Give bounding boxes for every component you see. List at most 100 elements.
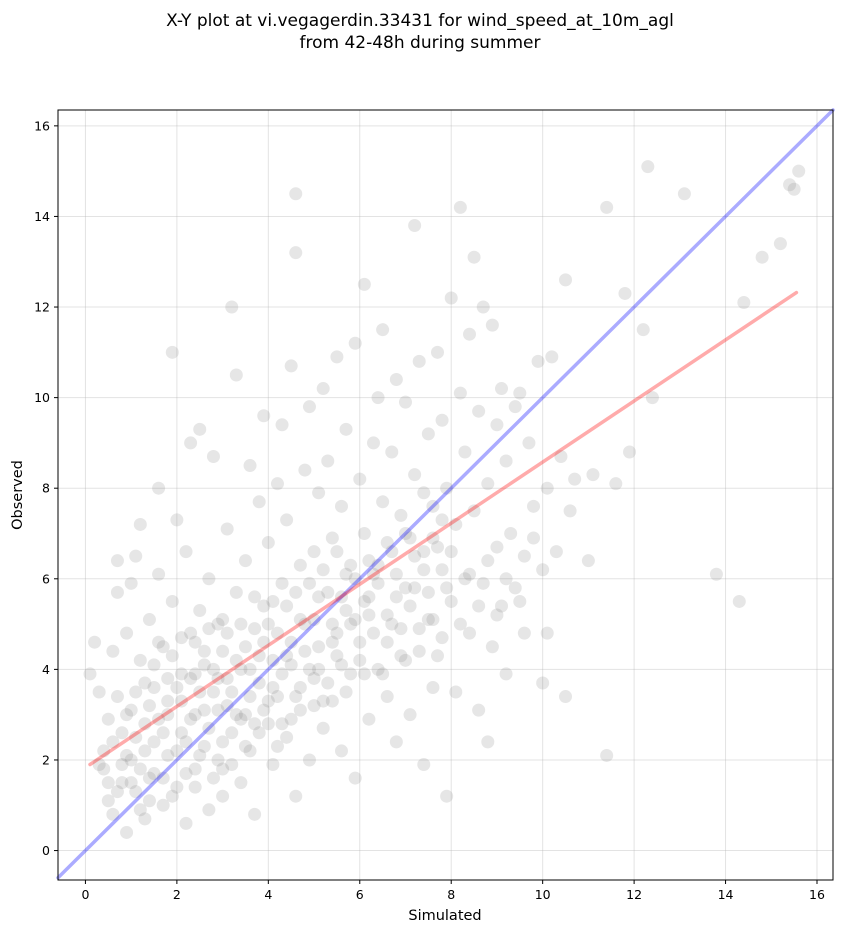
data-point: [266, 681, 280, 694]
data-point: [321, 676, 335, 690]
data-point: [156, 726, 170, 740]
y-tick-label: 10: [34, 390, 50, 405]
data-point: [124, 753, 138, 767]
data-point: [161, 708, 175, 722]
data-point: [165, 789, 179, 803]
data-point: [188, 780, 202, 794]
data-point: [481, 554, 495, 568]
data-point: [234, 776, 248, 790]
data-point: [435, 413, 449, 427]
data-point: [408, 549, 422, 563]
data-point: [234, 617, 248, 631]
data-point: [270, 477, 284, 491]
data-point: [261, 694, 275, 708]
data-point: [298, 644, 312, 658]
data-point: [106, 807, 120, 821]
data-point: [298, 463, 312, 477]
data-point: [252, 495, 266, 509]
data-point: [142, 613, 156, 627]
data-point: [152, 712, 166, 726]
y-tick-label: 6: [42, 571, 50, 586]
y-tick-label: 4: [42, 662, 50, 677]
data-point: [339, 685, 353, 699]
data-point: [440, 481, 454, 495]
regression-line: [88, 290, 799, 767]
data-point: [129, 685, 143, 699]
data-point: [357, 667, 371, 681]
data-point: [83, 667, 97, 681]
data-point: [421, 585, 435, 599]
data-point: [517, 626, 531, 640]
data-point: [504, 527, 518, 540]
y-tick-label: 14: [34, 209, 50, 224]
data-point: [444, 545, 458, 559]
data-point: [481, 477, 495, 491]
grid-lines: [58, 110, 833, 880]
data-point: [220, 522, 234, 536]
data-point: [289, 585, 303, 599]
data-point: [307, 671, 321, 685]
y-tick-label: 16: [34, 118, 50, 133]
data-point: [371, 662, 385, 676]
y-axis-label: Observed: [10, 460, 26, 530]
data-point: [129, 785, 143, 799]
data-point: [280, 513, 294, 527]
x-tick-label: 10: [535, 887, 551, 902]
data-point: [312, 590, 326, 604]
data-point: [531, 354, 545, 368]
data-point: [463, 327, 477, 341]
data-point: [330, 649, 344, 663]
data-point: [184, 671, 198, 685]
data-point: [732, 594, 746, 608]
data-point: [444, 594, 458, 608]
data-point: [398, 653, 412, 667]
data-point: [248, 807, 262, 821]
data-point: [490, 540, 504, 554]
data-point: [458, 572, 472, 586]
data-point: [449, 517, 463, 531]
data-point: [792, 164, 806, 178]
data-point: [449, 685, 463, 699]
data-point: [787, 182, 801, 196]
data-point: [202, 572, 216, 586]
data-point: [120, 825, 134, 839]
data-point: [211, 617, 225, 631]
data-point: [495, 599, 509, 613]
data-point: [366, 626, 380, 640]
data-point: [238, 640, 252, 654]
data-point: [339, 567, 353, 581]
data-point: [257, 599, 271, 613]
data-point: [193, 748, 207, 762]
data-point: [302, 662, 316, 676]
x-tick-label: 4: [264, 887, 272, 902]
data-point: [225, 685, 239, 699]
data-point: [334, 658, 348, 672]
data-point: [312, 640, 326, 654]
data-point: [234, 662, 248, 676]
data-point: [385, 545, 399, 559]
data-point: [508, 400, 522, 414]
data-point: [275, 667, 289, 681]
data-point: [238, 739, 252, 753]
data-point: [293, 681, 307, 694]
data-point: [357, 277, 371, 291]
data-point: [124, 703, 138, 717]
data-point: [174, 631, 188, 645]
data-point: [453, 200, 467, 214]
data-point: [275, 576, 289, 590]
data-point: [202, 803, 216, 817]
data-point: [357, 594, 371, 608]
data-point: [97, 744, 111, 758]
data-point: [170, 744, 184, 758]
data-point: [348, 771, 362, 785]
data-point: [284, 658, 298, 672]
data-point: [243, 459, 257, 473]
data-point: [330, 626, 344, 640]
data-point: [188, 762, 202, 776]
data-point: [120, 626, 134, 640]
data-point: [709, 567, 723, 581]
data-point: [467, 504, 481, 518]
data-point: [581, 554, 595, 568]
data-point: [312, 662, 326, 676]
